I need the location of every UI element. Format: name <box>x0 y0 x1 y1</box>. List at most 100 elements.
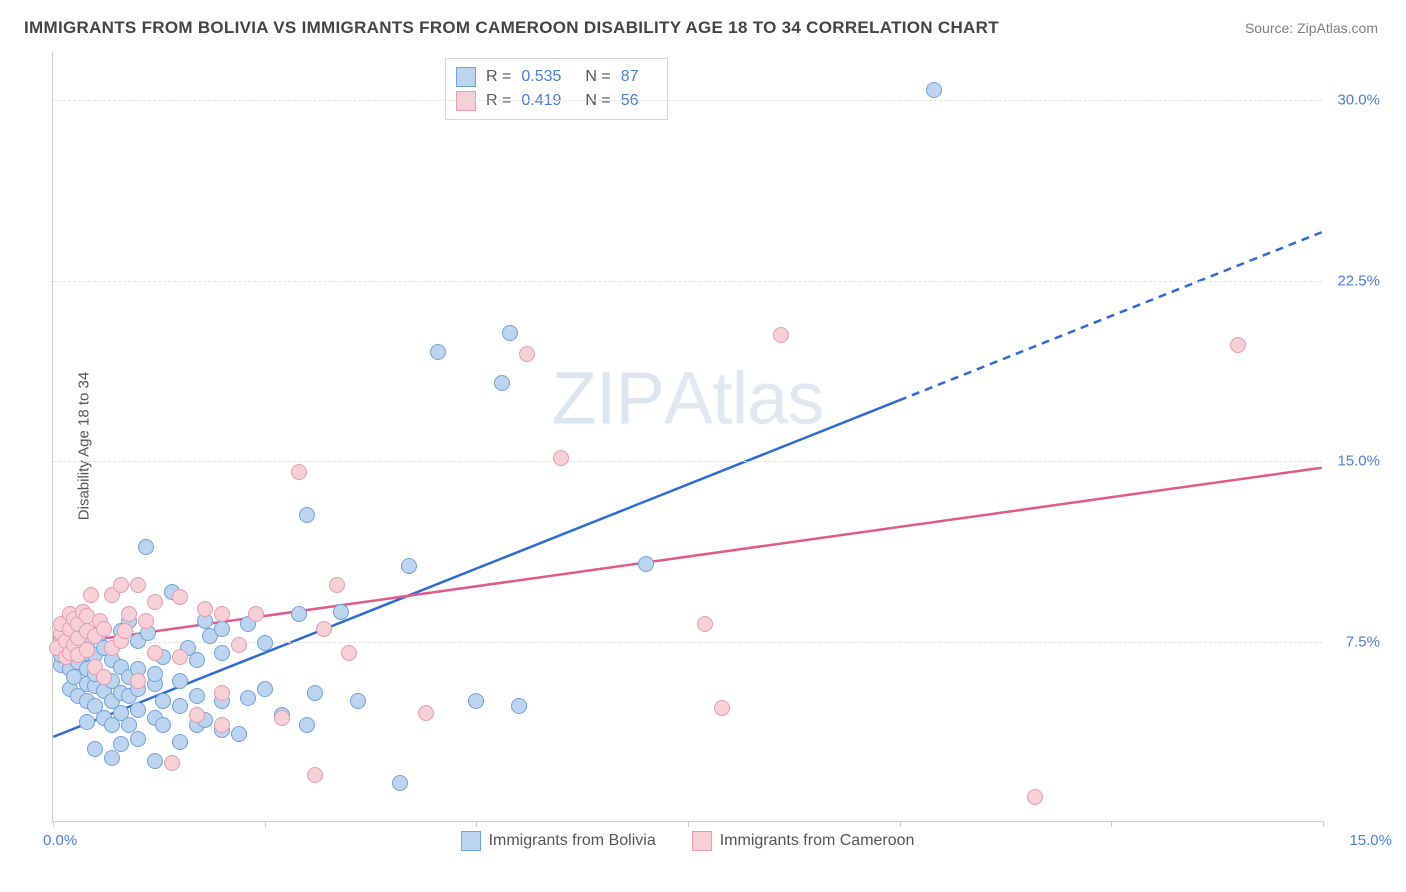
data-point <box>430 344 446 360</box>
data-point <box>172 589 188 605</box>
data-point <box>274 710 290 726</box>
x-tick <box>900 821 901 827</box>
data-point <box>519 346 535 362</box>
data-point <box>926 82 942 98</box>
r-value-series1: 0.535 <box>521 68 561 86</box>
gridline-h <box>53 281 1322 282</box>
legend-swatch-series2 <box>692 831 712 851</box>
data-point <box>147 666 163 682</box>
data-point <box>502 325 518 341</box>
data-point <box>96 621 112 637</box>
y-tick-label: 30.0% <box>1337 92 1380 109</box>
data-point <box>638 556 654 572</box>
source-attribution: Source: ZipAtlas.com <box>1245 20 1378 36</box>
data-point <box>138 539 154 555</box>
data-point <box>468 693 484 709</box>
data-point <box>155 693 171 709</box>
data-point <box>257 681 273 697</box>
chart-title: IMMIGRANTS FROM BOLIVIA VS IMMIGRANTS FR… <box>24 18 999 38</box>
trend-lines-svg <box>53 52 1322 821</box>
y-tick-label: 7.5% <box>1346 633 1380 650</box>
data-point <box>83 587 99 603</box>
watermark-thin: Atlas <box>664 357 824 440</box>
data-point <box>121 717 137 733</box>
data-point <box>87 741 103 757</box>
data-point <box>307 767 323 783</box>
x-tick <box>1323 821 1324 827</box>
data-point <box>147 594 163 610</box>
legend-item-series2: Immigrants from Cameroon <box>692 831 915 851</box>
data-point <box>392 775 408 791</box>
data-point <box>316 621 332 637</box>
data-point <box>104 750 120 766</box>
data-point <box>189 652 205 668</box>
x-tick <box>688 821 689 827</box>
data-point <box>418 705 434 721</box>
data-point <box>291 606 307 622</box>
data-point <box>79 714 95 730</box>
data-point <box>189 707 205 723</box>
data-point <box>248 606 264 622</box>
legend-swatch-series1 <box>461 831 481 851</box>
data-point <box>231 637 247 653</box>
x-axis-min-label: 0.0% <box>43 832 77 849</box>
data-point <box>130 673 146 689</box>
data-point <box>553 450 569 466</box>
legend-item-series1: Immigrants from Bolivia <box>461 831 656 851</box>
data-point <box>138 613 154 629</box>
data-point <box>172 698 188 714</box>
legend-label-series1: Immigrants from Bolivia <box>489 832 656 850</box>
x-tick <box>1111 821 1112 827</box>
data-point <box>117 623 133 639</box>
data-point <box>164 755 180 771</box>
data-point <box>1027 789 1043 805</box>
data-point <box>130 577 146 593</box>
watermark: ZIPAtlas <box>552 356 824 441</box>
watermark-bold: ZIP <box>552 357 664 440</box>
data-point <box>96 669 112 685</box>
data-point <box>401 558 417 574</box>
data-point <box>257 635 273 651</box>
data-point <box>214 645 230 661</box>
data-point <box>350 693 366 709</box>
data-point <box>172 649 188 665</box>
data-point <box>494 375 510 391</box>
r-label: R = <box>486 68 511 86</box>
n-value-series1: 87 <box>621 68 639 86</box>
data-point <box>231 726 247 742</box>
data-point <box>130 731 146 747</box>
data-point <box>113 577 129 593</box>
data-point <box>197 601 213 617</box>
gridline-h <box>53 461 1322 462</box>
data-point <box>172 673 188 689</box>
data-point <box>333 604 349 620</box>
data-point <box>329 577 345 593</box>
y-tick-label: 22.5% <box>1337 272 1380 289</box>
data-point <box>214 606 230 622</box>
correlation-stats-box: R = 0.535 N = 87 R = 0.419 N = 56 <box>445 58 668 120</box>
x-tick <box>265 821 266 827</box>
data-point <box>1230 337 1246 353</box>
data-point <box>511 698 527 714</box>
data-point <box>155 717 171 733</box>
data-point <box>299 717 315 733</box>
data-point <box>341 645 357 661</box>
stats-row-series1: R = 0.535 N = 87 <box>456 65 653 89</box>
x-tick <box>476 821 477 827</box>
scatter-plot-area: ZIPAtlas R = 0.535 N = 87 R = 0.419 N = … <box>52 52 1322 822</box>
data-point <box>214 621 230 637</box>
x-axis-max-label: 15.0% <box>1349 832 1392 849</box>
data-point <box>240 690 256 706</box>
data-point <box>307 685 323 701</box>
data-point <box>189 688 205 704</box>
y-tick-label: 15.0% <box>1337 453 1380 470</box>
data-point <box>299 507 315 523</box>
data-point <box>121 606 137 622</box>
data-point <box>214 717 230 733</box>
data-point <box>113 736 129 752</box>
data-point <box>697 616 713 632</box>
data-point <box>172 734 188 750</box>
data-point <box>147 753 163 769</box>
data-point <box>291 464 307 480</box>
data-point <box>214 685 230 701</box>
